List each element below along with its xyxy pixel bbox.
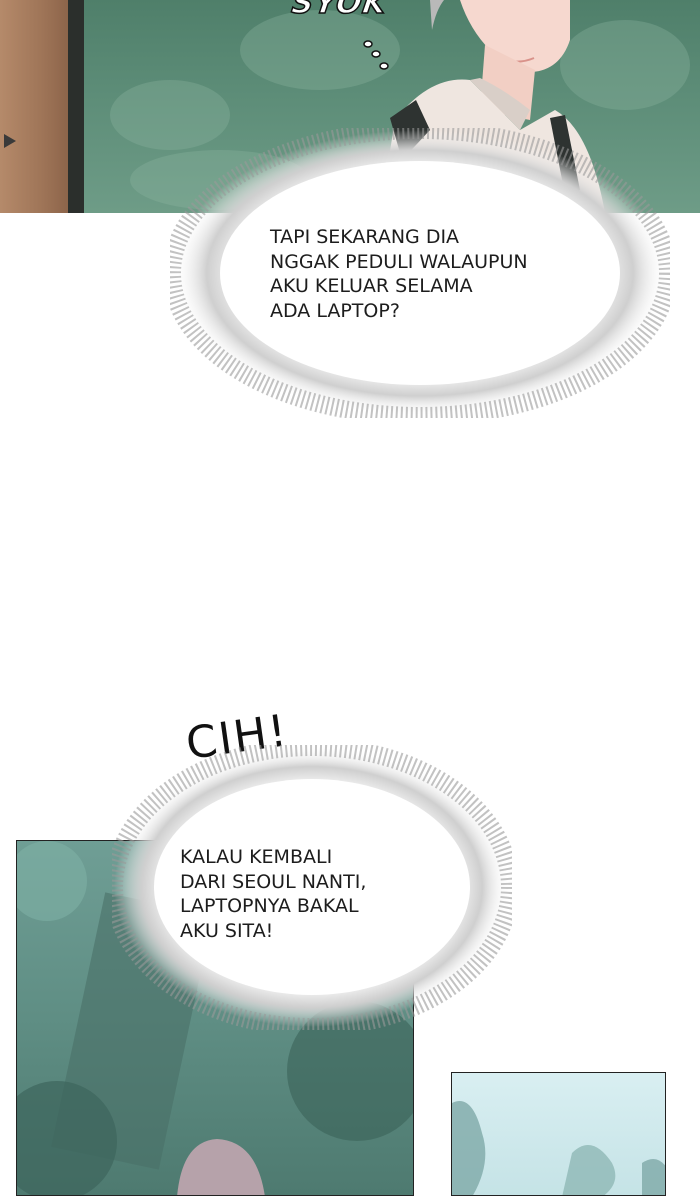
speech-line: AKU SITA! <box>180 920 274 943</box>
sky-with-trees <box>452 1101 665 1195</box>
foliage-patch <box>110 80 230 150</box>
speech-line: KALAU KEMBALI <box>180 846 333 868</box>
speech-text: KALAU KEMBALI DARI SEOUL NANTI, LAPTOPNY… <box>180 845 440 944</box>
speech-line: NGGAK PEDULI WALAUPUN <box>270 250 528 273</box>
speech-line: AKU KELUAR SELAMA <box>270 275 473 298</box>
speech-bubble-spiky <box>112 745 512 1030</box>
speech-line: ADA LAPTOP? <box>270 300 400 323</box>
speech-text: TAPI SEKARANG DIA NGGAK PEDULI WALAUPUN … <box>270 225 580 324</box>
door-frame <box>68 0 84 213</box>
wooden-door <box>0 0 72 213</box>
foliage-patch <box>560 20 690 110</box>
bottom-right-comic-panel <box>451 1072 666 1196</box>
speech-bubble-spiky <box>170 128 670 418</box>
speech-line: LAPTOPNYA BAKAL <box>180 895 359 918</box>
speech-line: DARI SEOUL NANTI, <box>180 870 367 893</box>
motion-dots <box>363 40 389 70</box>
speech-line: TAPI SEKARANG DIA <box>270 226 460 248</box>
sfx-syok: SYOK <box>289 0 390 22</box>
foliage-patch <box>240 10 400 90</box>
hinge-icon <box>4 134 16 148</box>
